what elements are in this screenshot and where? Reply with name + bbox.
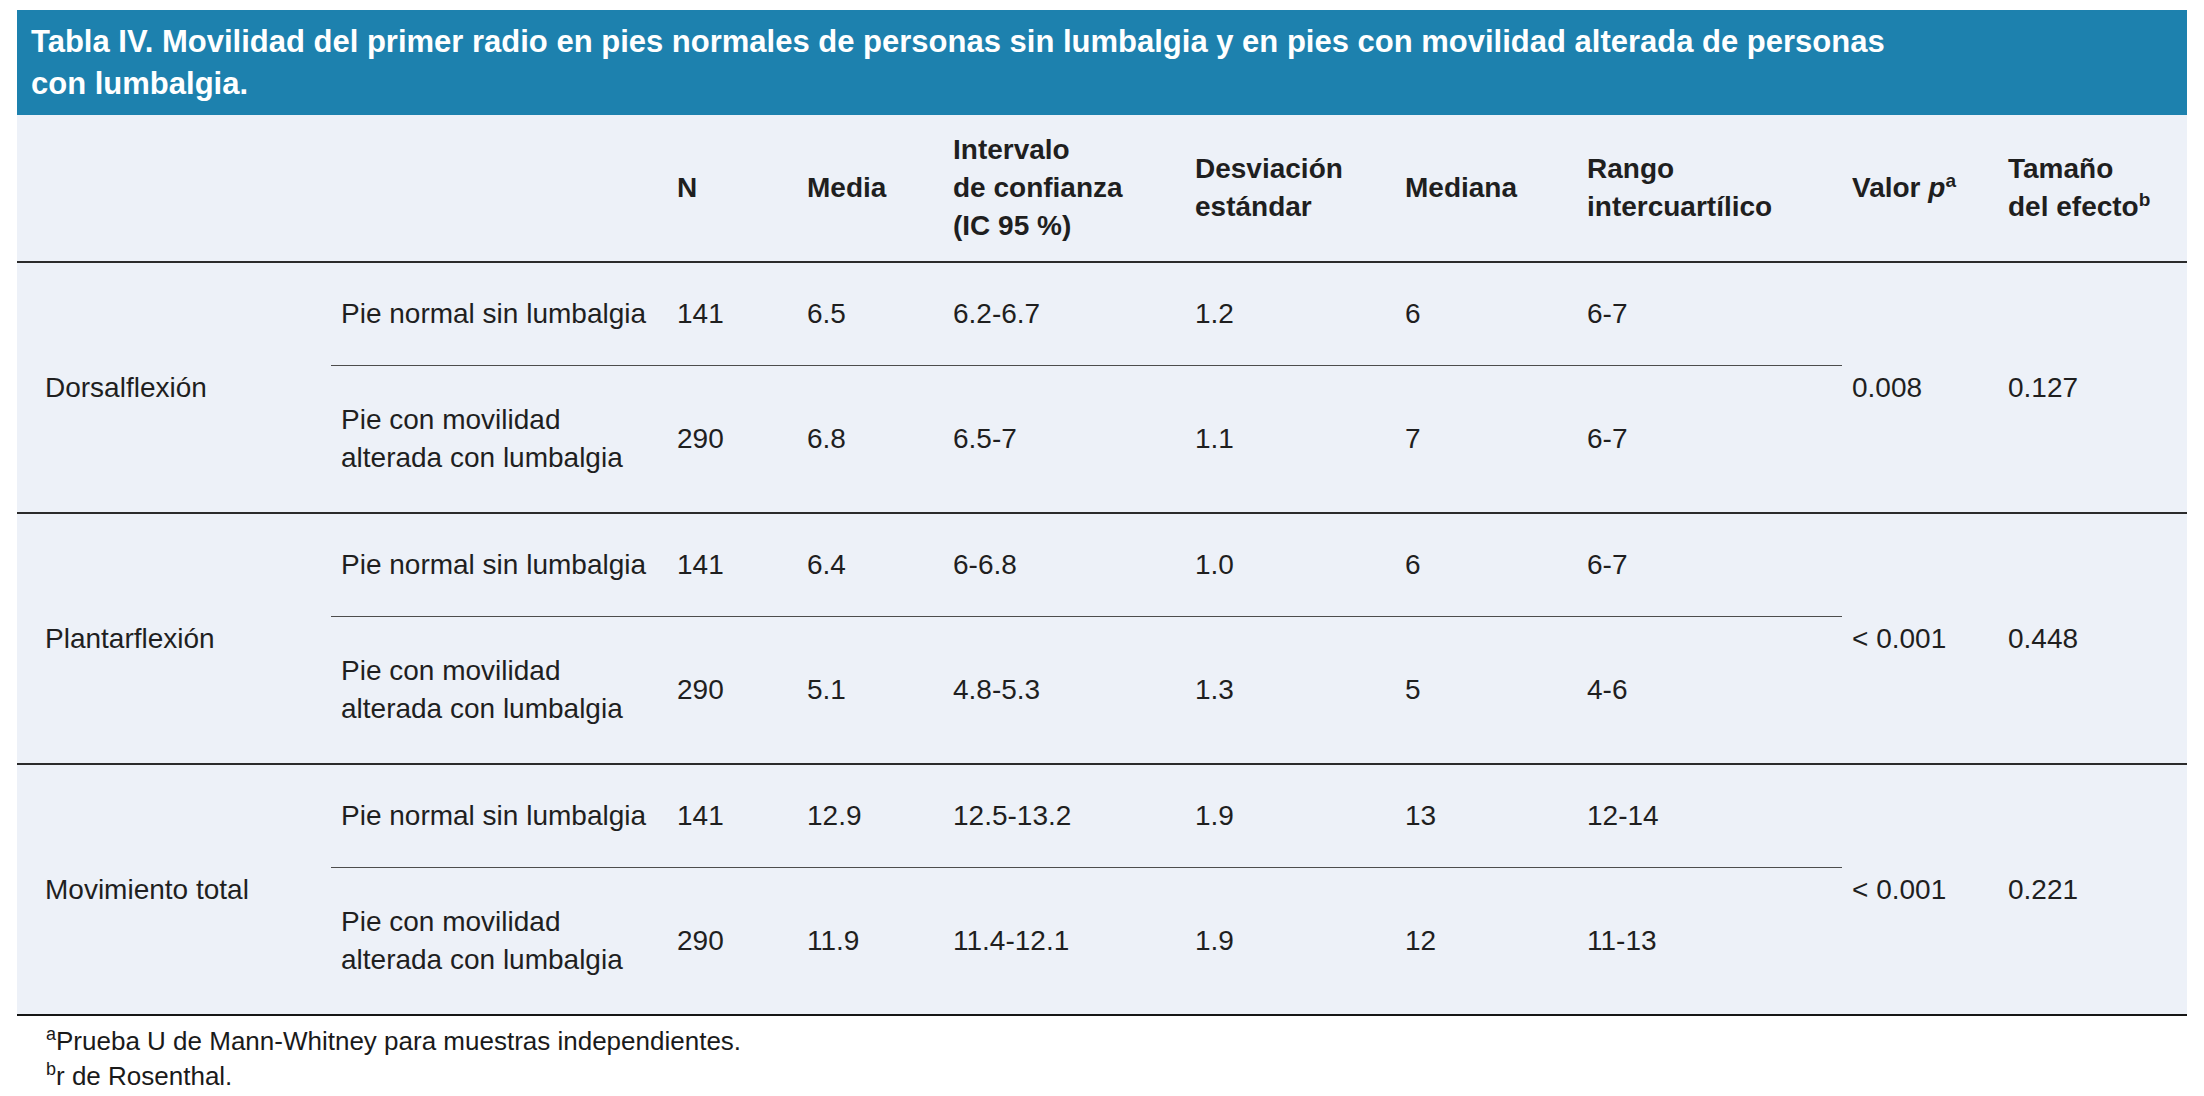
cell-n: 141 bbox=[667, 764, 797, 867]
cell-n: 141 bbox=[667, 262, 797, 365]
cell-ic: 11.4-12.1 bbox=[943, 867, 1185, 1015]
cell-valor-p: 0.008 bbox=[1842, 262, 1998, 513]
cell-ic: 4.8-5.3 bbox=[943, 616, 1185, 764]
header-tamano-efecto: Tamaño del efectob bbox=[1998, 115, 2187, 262]
group-label-plantarflexion: Plantarflexión bbox=[17, 513, 331, 764]
cell-ic: 6.5-7 bbox=[943, 365, 1185, 513]
header-n: N bbox=[667, 115, 797, 262]
footnotes: aPrueba U de Mann-Whitney para muestras … bbox=[46, 1024, 2187, 1094]
cell-ic: 6-6.8 bbox=[943, 513, 1185, 616]
cell-sd: 1.3 bbox=[1185, 616, 1395, 764]
cell-tamano-efecto: 0.127 bbox=[1998, 262, 2187, 513]
header-mediana: Mediana bbox=[1395, 115, 1577, 262]
row-label: Pie normal sin lumbalgia bbox=[331, 764, 667, 867]
results-table: N Media Intervalo de confianza (IC 95 %)… bbox=[17, 115, 2187, 1016]
footnote-a: aPrueba U de Mann-Whitney para muestras … bbox=[46, 1024, 2187, 1059]
cell-tamano-efecto: 0.448 bbox=[1998, 513, 2187, 764]
row-label: Pie normal sin lumbalgia bbox=[331, 262, 667, 365]
header-valor-p: Valor pa bbox=[1842, 115, 1998, 262]
cell-valor-p: < 0.001 bbox=[1842, 513, 1998, 764]
table-row: Dorsalflexión Pie normal sin lumbalgia 1… bbox=[17, 262, 2187, 365]
cell-riq: 12-14 bbox=[1577, 764, 1842, 867]
table-figure: Tabla IV. Movilidad del primer radio en … bbox=[17, 10, 2187, 1094]
cell-media: 11.9 bbox=[797, 867, 943, 1015]
cell-mediana: 12 bbox=[1395, 867, 1577, 1015]
header-media: Media bbox=[797, 115, 943, 262]
group-label-dorsalflexion: Dorsalflexión bbox=[17, 262, 331, 513]
table-title: Tabla IV. Movilidad del primer radio en … bbox=[17, 10, 2187, 115]
cell-valor-p: < 0.001 bbox=[1842, 764, 1998, 1015]
header-empty-group bbox=[17, 115, 331, 262]
cell-sd: 1.1 bbox=[1185, 365, 1395, 513]
cell-n: 141 bbox=[667, 513, 797, 616]
cell-media: 5.1 bbox=[797, 616, 943, 764]
row-label: Pie con movilidad alterada con lumbalgia bbox=[331, 616, 667, 764]
cell-media: 6.8 bbox=[797, 365, 943, 513]
cell-ic: 12.5-13.2 bbox=[943, 764, 1185, 867]
cell-mediana: 13 bbox=[1395, 764, 1577, 867]
group-label-movimiento-total: Movimiento total bbox=[17, 764, 331, 1015]
table-row: Plantarflexión Pie normal sin lumbalgia … bbox=[17, 513, 2187, 616]
cell-sd: 1.9 bbox=[1185, 867, 1395, 1015]
cell-mediana: 6 bbox=[1395, 513, 1577, 616]
header-row: N Media Intervalo de confianza (IC 95 %)… bbox=[17, 115, 2187, 262]
row-label: Pie con movilidad alterada con lumbalgia bbox=[331, 365, 667, 513]
cell-mediana: 6 bbox=[1395, 262, 1577, 365]
table-title-line-1: Tabla IV. Movilidad del primer radio en … bbox=[31, 21, 2167, 63]
cell-sd: 1.9 bbox=[1185, 764, 1395, 867]
cell-riq: 11-13 bbox=[1577, 867, 1842, 1015]
header-empty-sublabel bbox=[331, 115, 667, 262]
cell-tamano-efecto: 0.221 bbox=[1998, 764, 2187, 1015]
row-label: Pie normal sin lumbalgia bbox=[331, 513, 667, 616]
table-row: Movimiento total Pie normal sin lumbalgi… bbox=[17, 764, 2187, 867]
cell-n: 290 bbox=[667, 365, 797, 513]
cell-riq: 6-7 bbox=[1577, 262, 1842, 365]
cell-mediana: 7 bbox=[1395, 365, 1577, 513]
cell-media: 12.9 bbox=[797, 764, 943, 867]
cell-media: 6.4 bbox=[797, 513, 943, 616]
cell-riq: 6-7 bbox=[1577, 365, 1842, 513]
footnote-b: br de Rosenthal. bbox=[46, 1059, 2187, 1094]
cell-n: 290 bbox=[667, 867, 797, 1015]
cell-sd: 1.2 bbox=[1185, 262, 1395, 365]
header-rango-intercuartilico: Rango intercuartílico bbox=[1577, 115, 1842, 262]
cell-n: 290 bbox=[667, 616, 797, 764]
cell-riq: 4-6 bbox=[1577, 616, 1842, 764]
cell-sd: 1.0 bbox=[1185, 513, 1395, 616]
table-title-line-2: con lumbalgia. bbox=[31, 63, 2167, 105]
header-desviacion-estandar: Desviación estándar bbox=[1185, 115, 1395, 262]
row-label: Pie con movilidad alterada con lumbalgia bbox=[331, 867, 667, 1015]
cell-media: 6.5 bbox=[797, 262, 943, 365]
cell-riq: 6-7 bbox=[1577, 513, 1842, 616]
header-intervalo-confianza: Intervalo de confianza (IC 95 %) bbox=[943, 115, 1185, 262]
cell-ic: 6.2-6.7 bbox=[943, 262, 1185, 365]
cell-mediana: 5 bbox=[1395, 616, 1577, 764]
